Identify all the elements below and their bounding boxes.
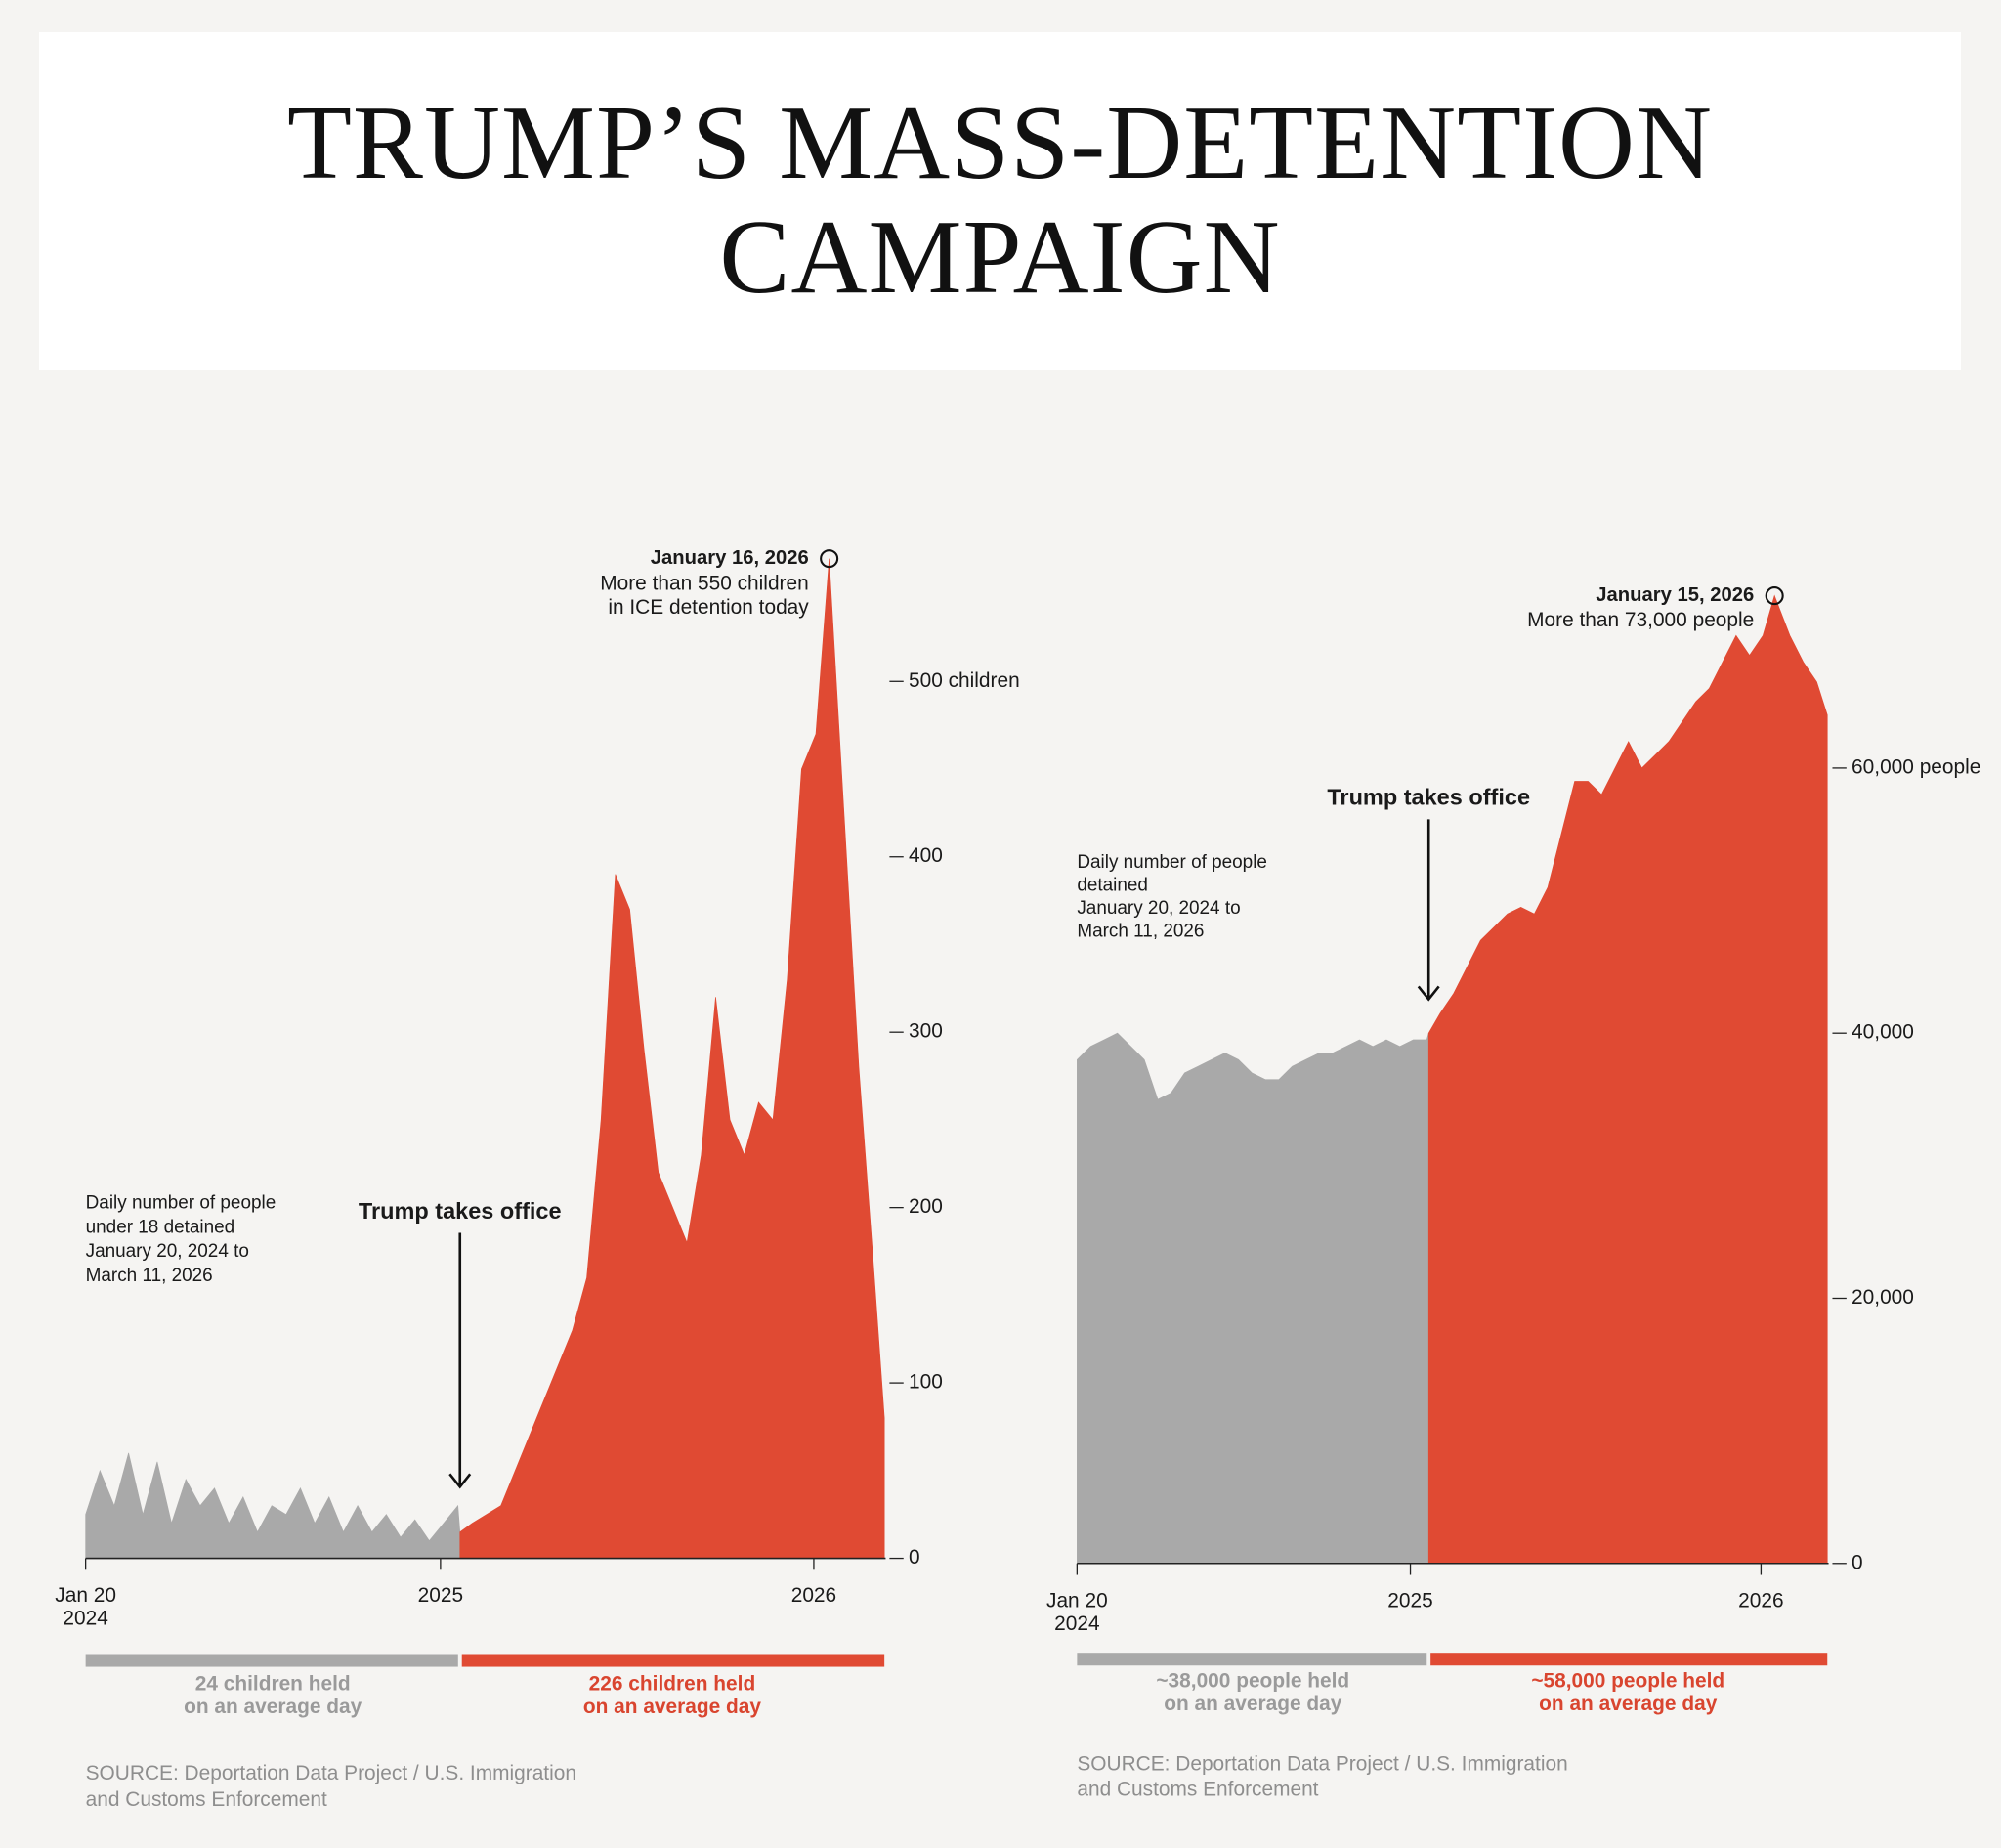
note: under 18 detained <box>86 1217 235 1237</box>
y-tick-label: 200 <box>909 1195 943 1218</box>
peak-date: January 16, 2026 <box>651 547 809 569</box>
y-tick-label: 0 <box>909 1546 920 1569</box>
event-label: Trump takes office <box>359 1198 562 1224</box>
area <box>85 1452 461 1559</box>
note: January 20, 2024 to <box>86 1241 249 1262</box>
peak-text: More than 550 children <box>600 572 809 594</box>
y-tick-label: 40,000 <box>1852 1021 1914 1044</box>
y-tick-label: 500 children <box>909 669 1020 692</box>
note: March 11, 2026 <box>1077 921 1204 941</box>
period-label: on an average day <box>184 1696 362 1718</box>
period-label: 24 children held <box>195 1672 351 1695</box>
period-label: on an average day <box>1539 1693 1718 1715</box>
period-label: 226 children held <box>589 1672 756 1695</box>
source: SOURCE: Deportation Data Project / U.S. … <box>86 1762 576 1784</box>
x-tick-label: 2024 <box>1054 1612 1099 1635</box>
y-tick-label: 0 <box>1852 1551 1863 1573</box>
peak-date: January 15, 2026 <box>1596 584 1754 606</box>
y-tick-label: 20,000 <box>1852 1286 1914 1309</box>
peak-marker <box>1765 586 1784 606</box>
note: Daily number of people <box>86 1193 277 1214</box>
source: SOURCE: Deportation Data Project / U.S. … <box>1077 1753 1567 1776</box>
x-tick-label: Jan 20 <box>55 1584 116 1607</box>
event-arrow <box>448 1232 472 1489</box>
title-box: TRUMP’S MASS-DETENTION CAMPAIGN <box>39 32 1961 370</box>
period-label: on an average day <box>1164 1693 1342 1715</box>
event-arrow <box>1417 819 1440 1002</box>
note: detained <box>1077 875 1148 895</box>
x-tick-label: 2025 <box>1387 1589 1432 1612</box>
y-tick-label: 60,000 people <box>1852 755 1980 778</box>
title: TRUMP’S MASS-DETENTION CAMPAIGN <box>286 85 1714 316</box>
x-tick-label: 2024 <box>63 1608 107 1630</box>
y-tick-label: 400 <box>909 844 943 867</box>
peak-marker <box>820 549 839 569</box>
period-bar <box>1430 1653 1828 1666</box>
x-tick-label: 2026 <box>791 1584 836 1607</box>
period-bar <box>1077 1653 1427 1666</box>
peak-text: in ICE detention today <box>608 596 809 619</box>
source: and Customs Enforcement <box>86 1788 327 1811</box>
period-bar <box>85 1654 458 1667</box>
area <box>1077 1032 1429 1565</box>
period-label: ~38,000 people held <box>1156 1670 1349 1693</box>
period-bar <box>461 1654 885 1667</box>
period-label: ~58,000 people held <box>1531 1670 1724 1693</box>
area <box>459 558 885 1559</box>
x-tick-label: 2025 <box>418 1584 463 1607</box>
peak-text: More than 73,000 people <box>1527 609 1754 631</box>
event-label: Trump takes office <box>1327 785 1530 810</box>
y-tick-label: 100 <box>909 1371 943 1394</box>
area <box>1427 594 1828 1565</box>
note: Daily number of people <box>1077 852 1267 873</box>
period-label: on an average day <box>583 1696 762 1718</box>
note: March 11, 2026 <box>86 1266 213 1286</box>
y-tick-label: 300 <box>909 1020 943 1043</box>
note: January 20, 2024 to <box>1077 898 1240 919</box>
x-tick-label: 2026 <box>1738 1589 1783 1612</box>
source: and Customs Enforcement <box>1077 1779 1318 1801</box>
x-tick-label: Jan 20 <box>1046 1589 1108 1612</box>
